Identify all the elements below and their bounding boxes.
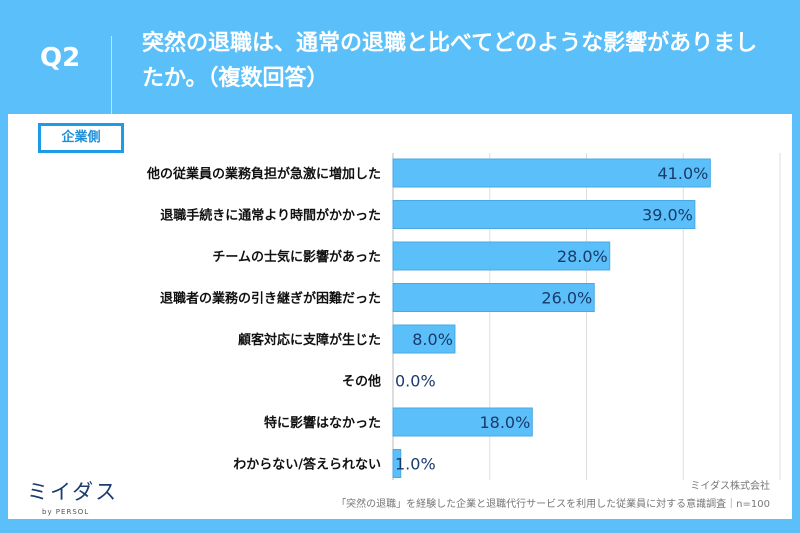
survey-source: 「突然の退職」を経験した企業と退職代行サービスを利用した従業員に対する意識調査｜… xyxy=(336,499,770,510)
data-label: 26.0% xyxy=(541,289,592,308)
data-label: 8.0% xyxy=(412,330,453,349)
data-label: 39.0% xyxy=(642,206,693,225)
logo: ミイダス xyxy=(27,480,119,504)
category-label: 特に影響はなかった xyxy=(264,415,381,431)
company-credit: ミイダス株式会社 xyxy=(690,481,770,492)
logo-byline: by PERSOL xyxy=(42,508,90,516)
category-label: 他の従業員の業務負担が急激に増加した xyxy=(146,166,381,182)
category-label: その他 xyxy=(342,374,381,390)
category-label: チームの士気に影響があった xyxy=(212,249,381,265)
data-label: 1.0% xyxy=(395,455,436,474)
question-title: 突然の退職は、通常の退職と比べてどのような影響がありましたか。（複数回答） xyxy=(142,31,758,91)
bar xyxy=(392,449,402,478)
bar xyxy=(392,324,456,354)
question-number: Q2 xyxy=(40,43,81,73)
respondent-tag: 企業側 xyxy=(38,123,124,153)
bar xyxy=(392,158,711,188)
data-label: 18.0% xyxy=(479,413,530,432)
category-label: わからない/答えられない xyxy=(233,457,381,473)
header-divider xyxy=(111,36,112,137)
data-label: 28.0% xyxy=(557,247,608,266)
bar xyxy=(392,283,595,312)
bar xyxy=(392,241,611,271)
data-label: 0.0% xyxy=(395,372,436,391)
category-label: 退職者の業務の引き継ぎが困難だった xyxy=(160,291,381,307)
category-label: 顧客対応に支障が生じた xyxy=(238,332,381,348)
category-label: 退職手続きに通常より時間がかかった xyxy=(160,208,381,224)
bar xyxy=(392,200,696,229)
bar xyxy=(392,407,533,437)
data-label: 41.0% xyxy=(658,164,709,183)
